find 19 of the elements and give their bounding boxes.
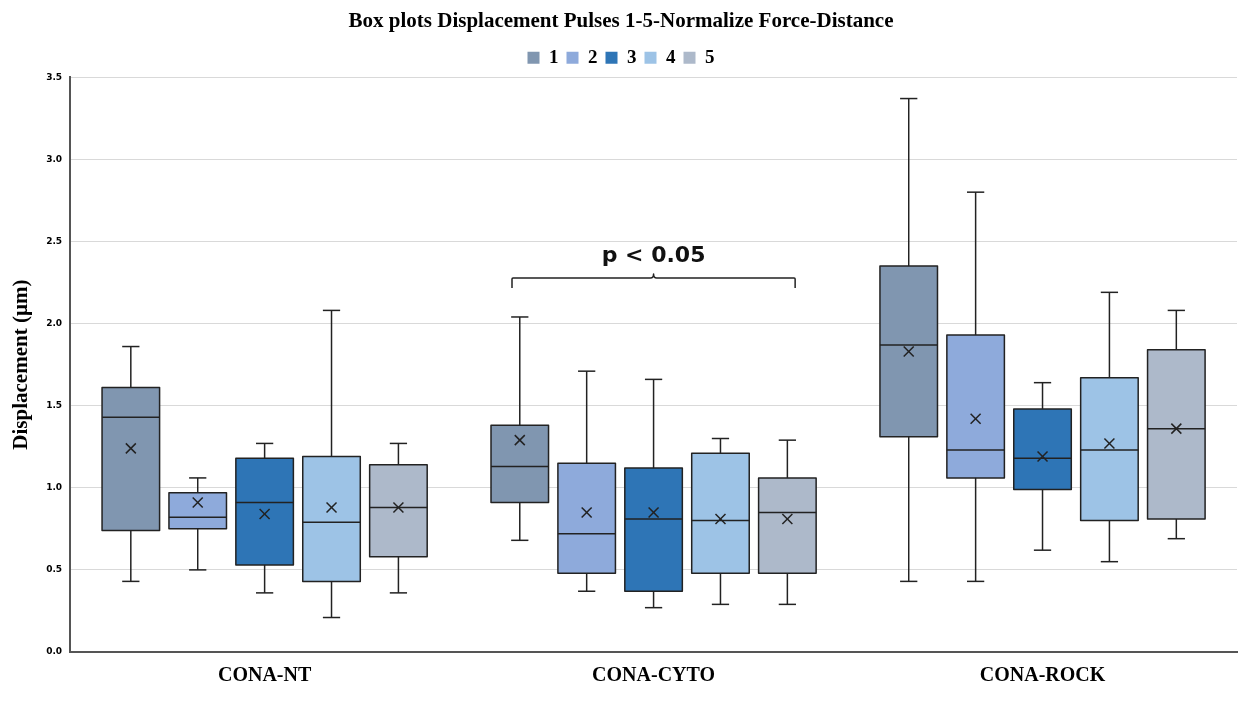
legend-label: 2 <box>588 45 598 67</box>
y-tick-label: 2.0 <box>46 317 63 328</box>
legend-label: 4 <box>666 45 676 67</box>
legend-label: 1 <box>549 45 559 67</box>
y-tick-label: 1.5 <box>46 400 63 410</box>
y-tick-label: 1.0 <box>46 482 63 493</box>
y-tick-label: 3.0 <box>46 153 63 164</box>
annotation: p < 0.05 <box>601 241 706 267</box>
y-tick-label: 2.5 <box>46 235 63 246</box>
legend-label: 3 <box>627 45 637 67</box>
y-axis-title: Displacement (µm) <box>8 279 33 450</box>
y-tick-label: 0.0 <box>46 646 63 657</box>
x-tick-label: CONA-CYTO <box>592 663 716 686</box>
chart-title: Box plots Displacement Pulses 1-5-Normalize Force-Distance <box>348 8 894 33</box>
x-tick-label: CONA-NT <box>217 663 312 686</box>
x-tick-label: CONA-ROCK <box>979 663 1106 686</box>
y-tick-label: 3.5 <box>46 71 63 82</box>
legend-label: 5 <box>705 45 715 67</box>
y-tick-label: 0.5 <box>46 564 63 575</box>
